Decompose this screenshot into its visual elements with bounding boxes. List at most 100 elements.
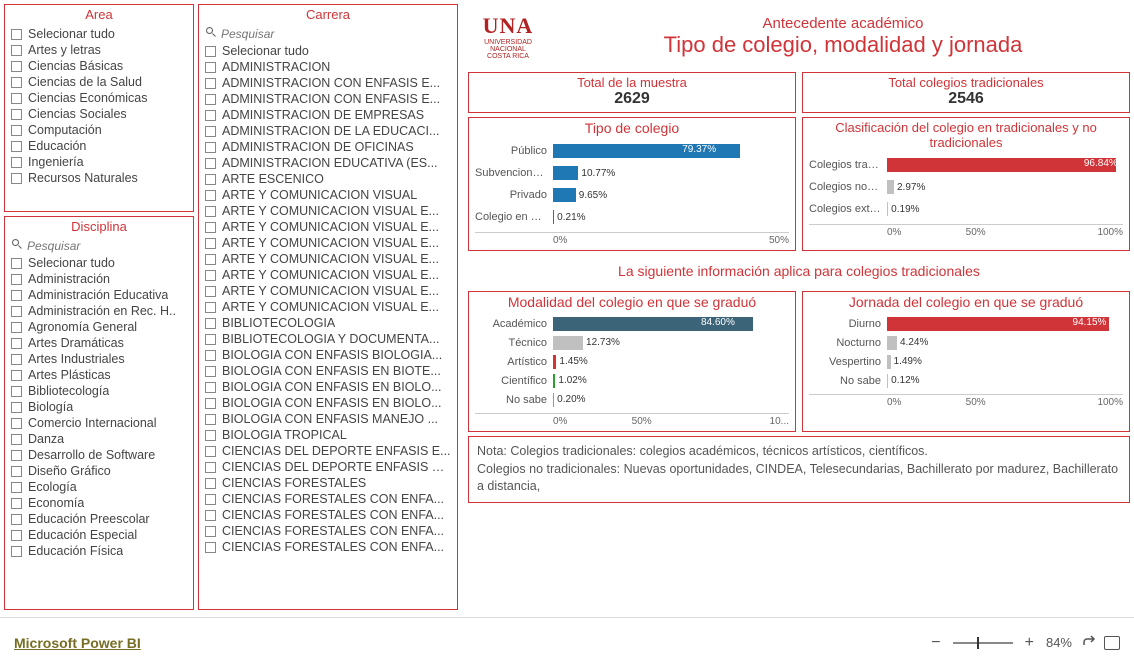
list-item[interactable]: BIOLOGIA CON ENFASIS EN BIOLO... [205, 395, 451, 411]
fit-to-page-icon[interactable] [1104, 636, 1120, 650]
list-item[interactable]: ADMINISTRACION EDUCATIVA (ES... [205, 155, 451, 171]
list-item[interactable]: BIOLOGIA CON ENFASIS MANEJO ... [205, 411, 451, 427]
checkbox-icon[interactable] [205, 286, 216, 297]
list-item[interactable]: Bibliotecología [11, 383, 187, 399]
list-item[interactable]: Selecionar tudo [205, 43, 451, 59]
list-item[interactable]: ARTE Y COMUNICACION VISUAL E... [205, 235, 451, 251]
bar-row[interactable]: Colegios extra...0.19% [809, 198, 1123, 220]
list-item[interactable]: ADMINISTRACION CON ENFASIS E... [205, 91, 451, 107]
list-item[interactable]: Selecionar tudo [11, 26, 187, 42]
list-item[interactable]: Biología [11, 399, 187, 415]
list-item[interactable]: Economía [11, 495, 187, 511]
list-item[interactable]: ARTE Y COMUNICACION VISUAL E... [205, 251, 451, 267]
list-item[interactable]: BIOLOGIA CON ENFASIS BIOLOGIA... [205, 347, 451, 363]
checkbox-icon[interactable] [205, 462, 216, 473]
card-tradicionales[interactable]: Total colegios tradicionales 2546 [802, 72, 1130, 113]
list-item[interactable]: ADMINISTRACION DE EMPRESAS [205, 107, 451, 123]
list-item[interactable]: Computación [11, 122, 187, 138]
checkbox-icon[interactable] [205, 254, 216, 265]
checkbox-icon[interactable] [11, 125, 22, 136]
checkbox-icon[interactable] [205, 510, 216, 521]
bar-row[interactable]: Diurno94.15% [809, 314, 1123, 333]
list-item[interactable]: Danza [11, 431, 187, 447]
checkbox-icon[interactable] [205, 174, 216, 185]
checkbox-icon[interactable] [11, 45, 22, 56]
checkbox-icon[interactable] [11, 338, 22, 349]
checkbox-icon[interactable] [11, 77, 22, 88]
checkbox-icon[interactable] [11, 109, 22, 120]
chart-modalidad[interactable]: Modalidad del colegio en que se graduó A… [468, 291, 796, 432]
checkbox-icon[interactable] [205, 46, 216, 57]
list-item[interactable]: CIENCIAS DEL DEPORTE ENFASIS R... [205, 459, 451, 475]
checkbox-icon[interactable] [205, 158, 216, 169]
checkbox-icon[interactable] [11, 546, 22, 557]
checkbox-icon[interactable] [11, 482, 22, 493]
chart-tipo-colegio[interactable]: Tipo de colegio Público79.37%Subvenciona… [468, 117, 796, 251]
checkbox-icon[interactable] [205, 126, 216, 137]
powerbi-link[interactable]: Microsoft Power BI [14, 635, 141, 651]
list-item[interactable]: Educación Especial [11, 527, 187, 543]
zoom-slider[interactable] [953, 642, 1013, 644]
checkbox-icon[interactable] [205, 494, 216, 505]
checkbox-icon[interactable] [11, 434, 22, 445]
checkbox-icon[interactable] [205, 398, 216, 409]
carrera-list[interactable]: Selecionar tudoADMINISTRACIONADMINISTRAC… [199, 43, 457, 609]
list-item[interactable]: Educación Física [11, 543, 187, 559]
list-item[interactable]: ARTE Y COMUNICACION VISUAL [205, 187, 451, 203]
list-item[interactable]: ADMINISTRACION DE OFICINAS [205, 139, 451, 155]
bar-row[interactable]: Científico1.02% [475, 371, 789, 390]
checkbox-icon[interactable] [11, 386, 22, 397]
checkbox-icon[interactable] [205, 110, 216, 121]
card-muestra[interactable]: Total de la muestra 2629 [468, 72, 796, 113]
checkbox-icon[interactable] [11, 173, 22, 184]
disciplina-list[interactable]: Selecionar tudoAdministraciónAdministrac… [5, 255, 193, 609]
list-item[interactable]: Ciencias Económicas [11, 90, 187, 106]
checkbox-icon[interactable] [11, 466, 22, 477]
checkbox-icon[interactable] [205, 542, 216, 553]
checkbox-icon[interactable] [205, 78, 216, 89]
checkbox-icon[interactable] [11, 274, 22, 285]
list-item[interactable]: Selecionar tudo [11, 255, 187, 271]
bar-row[interactable]: Nocturno4.24% [809, 333, 1123, 352]
list-item[interactable]: ARTE Y COMUNICACION VISUAL E... [205, 283, 451, 299]
list-item[interactable]: CIENCIAS DEL DEPORTE ENFASIS E... [205, 443, 451, 459]
list-item[interactable]: BIOLOGIA TROPICAL [205, 427, 451, 443]
list-item[interactable]: ADMINISTRACION DE LA EDUCACI... [205, 123, 451, 139]
list-item[interactable]: Ingeniería [11, 154, 187, 170]
list-item[interactable]: Comercio Internacional [11, 415, 187, 431]
list-item[interactable]: Administración en Rec. H.. [11, 303, 187, 319]
bar-row[interactable]: Colegios no tra...2.97% [809, 176, 1123, 198]
zoom-in-button[interactable]: + [1021, 634, 1038, 652]
checkbox-icon[interactable] [11, 370, 22, 381]
list-item[interactable]: Desarrollo de Software [11, 447, 187, 463]
checkbox-icon[interactable] [11, 258, 22, 269]
list-item[interactable]: ARTE Y COMUNICACION VISUAL E... [205, 299, 451, 315]
bar-row[interactable]: Público79.37% [475, 140, 789, 162]
list-item[interactable]: Artes Industriales [11, 351, 187, 367]
checkbox-icon[interactable] [205, 302, 216, 313]
list-item[interactable]: Ciencias de la Salud [11, 74, 187, 90]
checkbox-icon[interactable] [11, 61, 22, 72]
checkbox-icon[interactable] [11, 514, 22, 525]
bar-row[interactable]: Colegios tradic...96.84% [809, 154, 1123, 176]
checkbox-icon[interactable] [205, 270, 216, 281]
checkbox-icon[interactable] [205, 382, 216, 393]
checkbox-icon[interactable] [205, 478, 216, 489]
checkbox-icon[interactable] [205, 334, 216, 345]
list-item[interactable]: BIOLOGIA CON ENFASIS EN BIOTE... [205, 363, 451, 379]
list-item[interactable]: BIOLOGIA CON ENFASIS EN BIOLO... [205, 379, 451, 395]
list-item[interactable]: Artes Plásticas [11, 367, 187, 383]
bar-row[interactable]: Subvencionado10.77% [475, 162, 789, 184]
list-item[interactable]: Artes Dramáticas [11, 335, 187, 351]
share-icon[interactable] [1080, 633, 1096, 652]
bar-row[interactable]: Colegio en el e...0.21% [475, 206, 789, 228]
list-item[interactable]: Diseño Gráfico [11, 463, 187, 479]
checkbox-icon[interactable] [205, 190, 216, 201]
bar-row[interactable]: Técnico12.73% [475, 333, 789, 352]
disciplina-search-input[interactable] [27, 239, 187, 253]
checkbox-icon[interactable] [11, 530, 22, 541]
list-item[interactable]: Ciencias Básicas [11, 58, 187, 74]
bar-row[interactable]: Vespertino1.49% [809, 352, 1123, 371]
checkbox-icon[interactable] [205, 414, 216, 425]
area-list[interactable]: Selecionar tudoArtes y letrasCiencias Bá… [5, 26, 193, 211]
